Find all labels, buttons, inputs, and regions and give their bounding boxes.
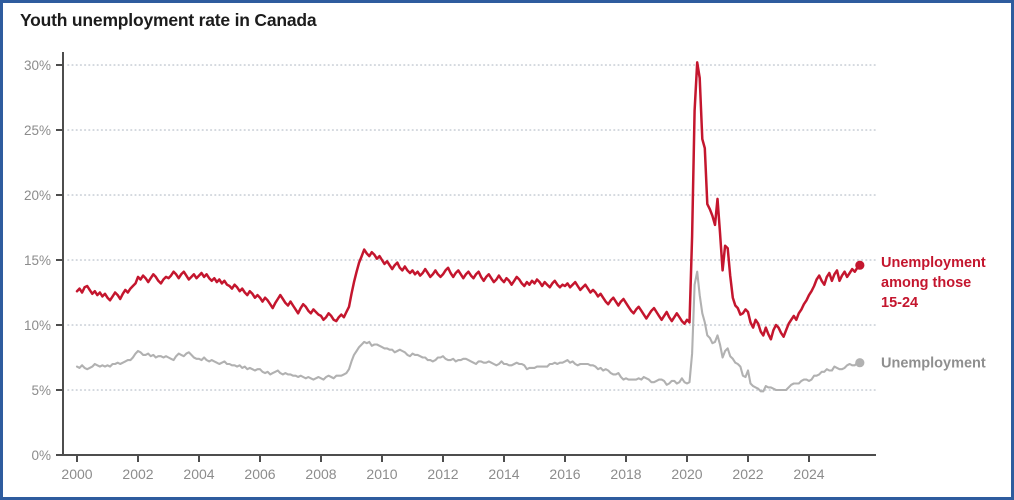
series-labels: Unemployment Unemployment among those 15-24 [881, 255, 986, 372]
x-tick-label: 2012 [427, 466, 458, 482]
x-tick-label: 2006 [244, 466, 275, 482]
series-line-unemployment [75, 270, 861, 393]
gridlines [67, 64, 877, 391]
x-tick-label: 2022 [732, 466, 763, 482]
series-line-unemployment-among-those-15-24 [75, 61, 862, 341]
y-tick-label: 5% [31, 383, 51, 398]
x-tick-label: 2010 [366, 466, 397, 482]
y-tick-label: 30% [24, 58, 51, 73]
x-tick-label: 2000 [61, 466, 92, 482]
series-label-unemployment-among-those-15-24: Unemployment [881, 255, 986, 271]
line-chart: 0% 5% 10% 15% 20% 25% 30% 2000 2002 2004 2006 2008 2… [24, 52, 986, 482]
x-tick-label: 2018 [610, 466, 641, 482]
x-tick-label: 2014 [488, 466, 519, 482]
y-tick-label: 10% [24, 318, 51, 333]
axes: 0% 5% 10% 15% 20% 25% 30% 2000 2002 2004 2006 2008 2… [24, 52, 876, 482]
y-tick-label: 20% [24, 188, 51, 203]
x-tick-label: 2004 [183, 466, 214, 482]
x-tick-label: 2008 [305, 466, 336, 482]
x-tick-label: 2020 [671, 466, 702, 482]
series-endpoint-unemployment [855, 358, 865, 368]
series-label-unemployment-among-those-15-24: among those [881, 275, 971, 291]
x-tick-label: 2024 [793, 466, 824, 482]
series-label-unemployment: Unemployment [881, 356, 986, 372]
x-tick-label: 2016 [549, 466, 580, 482]
series-label-unemployment-among-those-15-24: 15-24 [881, 295, 918, 311]
series-lines [75, 61, 865, 393]
y-tick-label: 15% [24, 253, 51, 268]
chart-title: Youth unemployment rate in Canada [20, 10, 317, 30]
x-tick-label: 2002 [122, 466, 153, 482]
series-endpoint-unemployment-among-those-15-24 [855, 260, 865, 270]
y-tick-label: 25% [24, 123, 51, 138]
y-tick-label: 0% [31, 448, 51, 463]
